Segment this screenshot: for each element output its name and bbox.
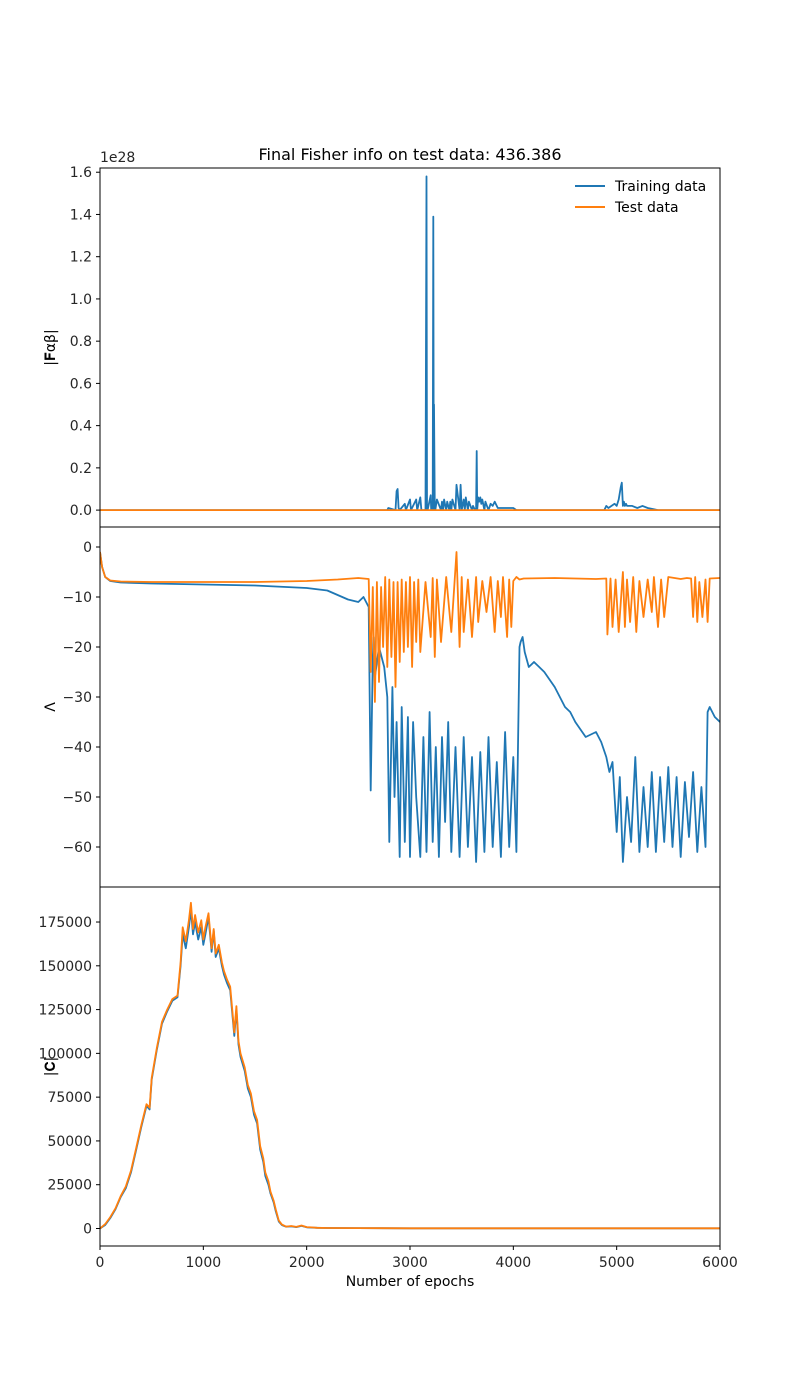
covariance-y-tick-label: 125000 [39,1003,92,1019]
fisher-offset-text: 1e28 [100,150,135,166]
chart-title: Final Fisher info on test data: 436.386 [258,145,561,164]
legend-label-test: Test data [614,200,679,216]
fisher-axes-frame [99,167,721,528]
covariance-y-tick-label: 175000 [39,915,92,931]
fisher-y-tick-label: 0.4 [70,419,92,435]
x-tick-label: 6000 [702,1255,738,1271]
lambda-y-tick-label: −10 [62,590,92,606]
covariance-series-test-line [100,901,720,1230]
fisher-y-tick-label: 0.6 [70,376,92,392]
lambda-y-tick-label: −30 [62,690,92,706]
fisher-y-tick-label: 0.0 [70,503,92,519]
fisher-y-tick-label: 0.8 [70,334,92,350]
lambda-series-test-line [100,551,720,703]
panel-covariance: 0 25000 50000 75000 100000 125000 150000 175000… [39,886,721,1247]
x-tick-label: 4000 [496,1255,532,1271]
covariance-y-tick-label: 25000 [47,1178,92,1194]
fisher-series-training-line [100,175,720,512]
legend-label-training: Training data [614,179,706,195]
lambda-y-axis-label: Λ [43,702,59,712]
x-axis-label: Number of epochs [346,1274,475,1290]
panels: 0.0 0.2 0.4 0.6 0.8 1.0 1.2 1.4 1.6 1e28 |𝐅αβ| 0 −10… [39,150,738,1271]
covariance-y-tick-label: 50000 [47,1134,92,1150]
panel-lambda: 0 −10 −20 −30 −40 −50 −60 Λ [43,526,721,888]
fisher-y-tick-label: 0.2 [70,461,92,477]
lambda-y-tick-label: 0 [83,540,92,556]
lambda-y-tick-label: −50 [62,790,92,806]
x-tick-label: 5000 [599,1255,635,1271]
panel-fisher: 0.0 0.2 0.4 0.6 0.8 1.0 1.2 1.4 1.6 1e28 |𝐅αβ| [43,150,721,528]
covariance-y-tick-label: 0 [83,1221,92,1237]
x-tick-label: 3000 [392,1255,428,1271]
fisher-y-axis-label: |𝐅αβ| [43,329,59,365]
covariance-y-tick-label: 100000 [39,1046,92,1062]
covariance-y-axis-label: |𝐂| [43,1057,59,1077]
legend: Training data Test data [575,179,706,216]
lambda-y-tick-label: −60 [62,840,92,856]
fisher-y-tick-label: 1.6 [70,165,92,181]
x-tick-label: 0 [96,1255,105,1271]
fisher-y-tick-label: 1.0 [70,292,92,308]
lambda-y-tick-label: −40 [62,740,92,756]
lambda-y-tick-label: −20 [62,640,92,656]
x-tick-label: 2000 [289,1255,325,1271]
fisher-y-tick-label: 1.4 [70,207,92,223]
fisher-y-tick-label: 1.2 [70,250,92,266]
x-tick-label: 1000 [186,1255,222,1271]
covariance-y-tick-label: 75000 [47,1090,92,1106]
covariance-series-training-line [100,908,720,1230]
covariance-y-tick-label: 150000 [39,959,92,975]
covariance-axes-frame [99,886,721,1247]
